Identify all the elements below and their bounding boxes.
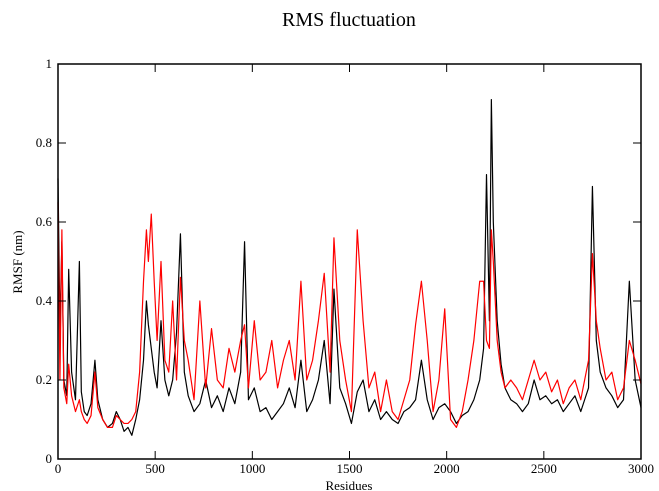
x-tick-label-2500: 2500 (531, 461, 557, 476)
chart-title: RMS fluctuation (282, 9, 416, 31)
x-tick-label-1500: 1500 (337, 461, 363, 476)
y-tick-label-1: 1 (46, 56, 53, 71)
y-axis-label: RMSF (nm) (10, 230, 25, 293)
plot-area (57, 98, 642, 436)
x-tick-label-2000: 2000 (434, 461, 460, 476)
x-tick-label-500: 500 (145, 461, 165, 476)
y-tick-label-0.8: 0.8 (36, 135, 52, 150)
y-tick-label-0.6: 0.6 (36, 214, 53, 229)
x-axis-label: Residues (326, 478, 373, 491)
series-line-2 (57, 202, 642, 428)
x-axis: 0 500 1000 1500 2000 2500 3000 (55, 64, 654, 476)
y-tick-label-0.2: 0.2 (36, 372, 52, 387)
x-tick-label-0: 0 (55, 461, 62, 476)
x-tick-label-1000: 1000 (239, 461, 265, 476)
series-line-1 (57, 98, 642, 436)
y-tick-label-0: 0 (46, 451, 53, 466)
y-tick-label-0.4: 0.4 (36, 293, 53, 308)
x-tick-label-3000: 3000 (628, 461, 654, 476)
y-axis: 0 0.2 0.4 0.6 0.8 1 (36, 56, 641, 466)
